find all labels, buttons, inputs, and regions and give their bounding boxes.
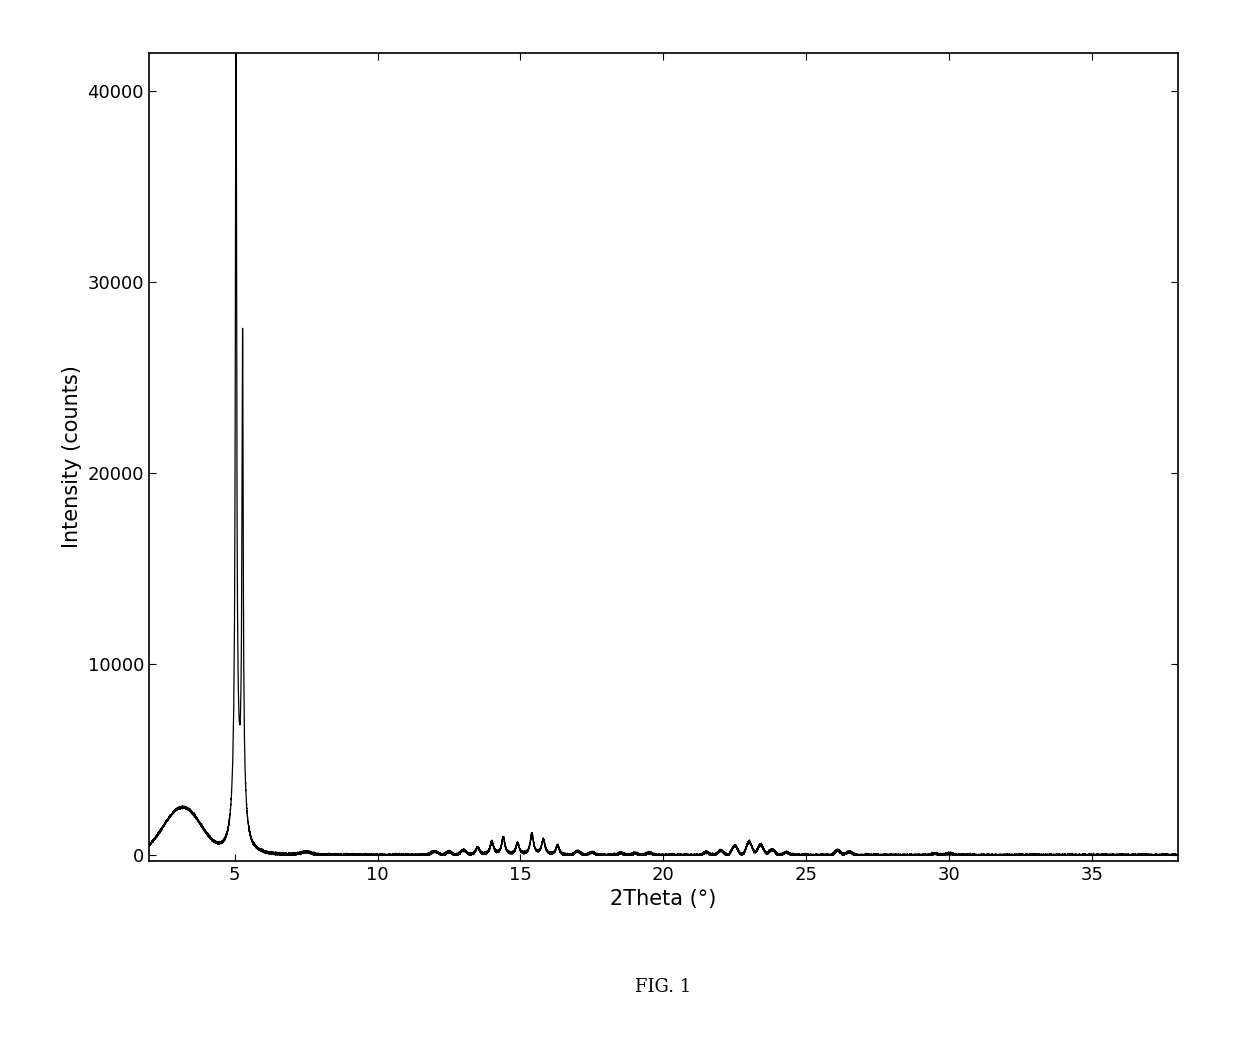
- Text: FIG. 1: FIG. 1: [635, 978, 692, 996]
- X-axis label: 2Theta (°): 2Theta (°): [610, 889, 717, 909]
- Y-axis label: Intensity (counts): Intensity (counts): [62, 365, 82, 548]
